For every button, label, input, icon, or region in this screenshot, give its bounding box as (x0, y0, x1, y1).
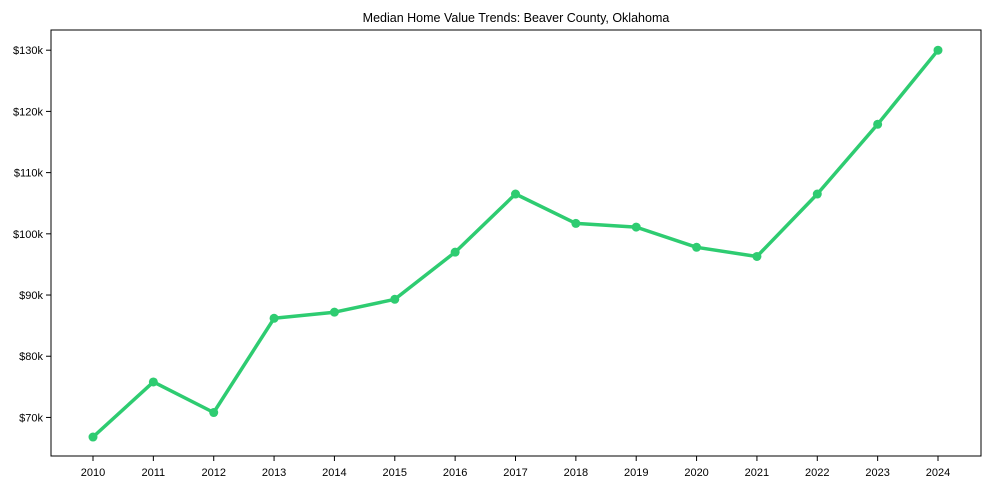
x-tick-label: 2018 (564, 467, 588, 479)
data-point (209, 408, 219, 418)
data-point (329, 307, 339, 317)
y-tick-label: $110k (14, 168, 44, 180)
x-tick-label: 2021 (745, 467, 769, 479)
y-tick-label: $130k (13, 45, 43, 57)
data-point (450, 247, 460, 257)
data-point (812, 189, 822, 199)
x-axis: 2010 2011 2012 2013 2014 2015 2016 2017 2018 2019… (81, 456, 950, 479)
x-tick-label: 2010 (81, 467, 105, 479)
data-point (269, 313, 279, 323)
x-tick-label: 2011 (142, 467, 166, 479)
plot-area (88, 45, 943, 442)
x-tick-label: 2022 (805, 467, 829, 479)
x-tick-label: 2014 (322, 467, 346, 479)
y-tick-label: $90k (19, 290, 43, 302)
data-markers (88, 45, 943, 442)
series-line (91, 48, 940, 439)
x-tick-label: 2015 (383, 467, 407, 479)
data-point (571, 218, 581, 228)
y-tick-label: $100k (13, 229, 43, 241)
data-point (390, 294, 400, 304)
data-point (752, 251, 762, 261)
x-tick-label: 2023 (865, 467, 889, 479)
data-point (148, 377, 158, 387)
chart-title: Median Home Value Trends: Beaver County,… (363, 11, 670, 25)
x-tick-label: 2020 (684, 467, 708, 479)
x-tick-label: 2013 (262, 467, 286, 479)
y-tick-label: $80k (19, 351, 43, 363)
y-tick-label: $120k (13, 106, 43, 118)
data-point (88, 432, 98, 442)
y-axis: $70k $80k $90k $100k $110k $120k $130k (13, 45, 51, 424)
data-point (631, 222, 641, 232)
x-tick-label: 2012 (201, 467, 225, 479)
plot-frame (50, 29, 982, 457)
data-point (692, 242, 702, 252)
data-point (933, 45, 943, 55)
data-point (511, 189, 520, 199)
data-point (873, 119, 883, 129)
x-tick-label: 2019 (624, 467, 648, 479)
y-tick-label: $70k (19, 412, 43, 424)
x-tick-label: 2017 (503, 467, 527, 479)
x-tick-label: 2024 (926, 467, 950, 479)
x-tick-label: 2016 (443, 467, 467, 479)
